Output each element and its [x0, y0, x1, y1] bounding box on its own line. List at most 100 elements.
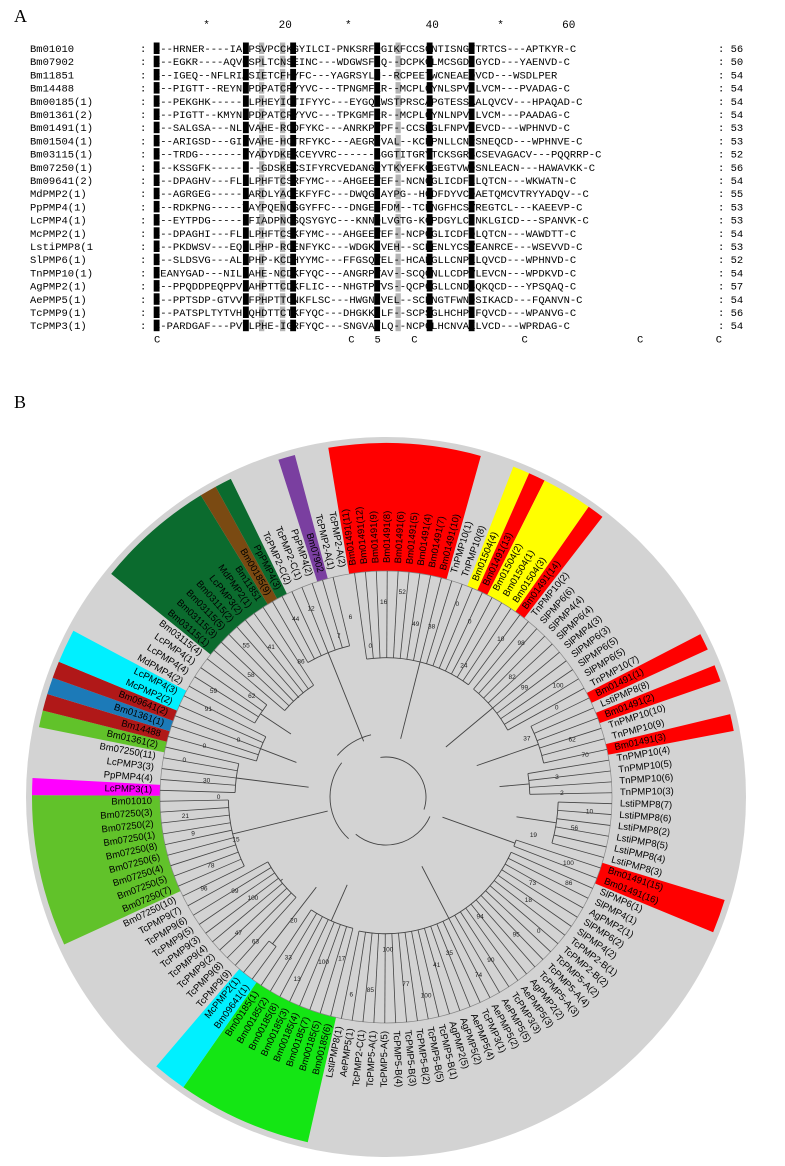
- alignment-row: TnPMP10(1): CEANYGAD---NILIAHE-NCDKFYQC--…: [30, 266, 743, 280]
- conserved-cys-shade: [242, 200, 249, 213]
- leaf-branch: [226, 892, 292, 959]
- clade-stem: [327, 652, 365, 742]
- conserved-cys-shade: [153, 95, 160, 107]
- leaf-branch: [219, 887, 288, 951]
- alignment-row: Bm03115(1): C--TRDG-------LYADYDKEKCEYVRC…: [30, 148, 743, 162]
- leaf-branch: [438, 587, 473, 669]
- leaf-branch: [462, 608, 512, 682]
- alignment-row: PpPMP4(1): C--RDKPNG-----TAYPQENCSGYFFC--…: [30, 200, 743, 214]
- panel-b-label: B: [14, 392, 27, 412]
- leaf-branch: [465, 907, 519, 981]
- leaf-label: LstiPMP8(7): [620, 798, 673, 811]
- clade-highlight: [595, 665, 721, 724]
- sequence-length: : 52: [718, 150, 743, 162]
- sequence-residues: C--PIGTT--KMYNMPDPATCRYYVC---TPKGMFRR--M…: [154, 110, 570, 122]
- similar-residue-shade: [280, 240, 286, 252]
- leaf-branch: [529, 792, 612, 795]
- similar-residue-shade: [280, 108, 286, 120]
- leaf-branch: [501, 869, 578, 918]
- sequence-length: : 54: [718, 70, 743, 82]
- conserved-cys-shade: [290, 253, 297, 266]
- separator: :: [140, 57, 146, 69]
- leaf-branch: [504, 678, 579, 725]
- conserved-cys-shade: [374, 108, 381, 120]
- separator: :: [140, 123, 146, 135]
- conserved-cys-shade: [153, 68, 160, 81]
- leaf-branch: [245, 619, 304, 693]
- conserved-cys-shade: [426, 306, 433, 318]
- separator: :: [140, 136, 146, 148]
- conserved-cys-shade: [426, 95, 433, 107]
- similar-residue-shade: [395, 95, 401, 107]
- alignment-row: Bm01010: C--HRNER----IADPSVPCCKGYILCI-PNK…: [30, 42, 743, 56]
- similar-residue-shade: [280, 280, 286, 292]
- similar-residue-shade: [259, 240, 265, 252]
- alignment-row: Bm01491(1): C--SALGSA---NLHVAHE-RCDFYKC--…: [30, 121, 743, 135]
- conserved-cys-shade: [242, 55, 249, 68]
- conserved-cys-shade: [242, 187, 249, 200]
- similar-residue-shade: [280, 148, 286, 160]
- bootstrap-value: 0: [217, 794, 221, 801]
- sequence-length: : 54: [718, 176, 743, 188]
- conserved-cys-shade: [374, 200, 381, 213]
- bootstrap-value: 86: [297, 658, 305, 665]
- leaf-branch: [161, 814, 230, 824]
- bootstrap-value: 94: [477, 914, 485, 921]
- leaf-label: Bm01491(9): [368, 511, 381, 564]
- similar-residue-shade: [280, 253, 286, 266]
- bootstrap-value: 100: [247, 895, 258, 902]
- conserved-cys-shade: [426, 187, 433, 200]
- separator: :: [140, 84, 146, 96]
- conserved-cys-shade: [374, 319, 381, 332]
- consensus-mark: C: [716, 334, 722, 346]
- leaf-branch: [171, 725, 259, 756]
- sequence-name: TcPMP3(1): [30, 321, 87, 333]
- conserved-cys-shade: [468, 280, 475, 292]
- sequence-residues: C--AGRGEG-----FARDLYACEKFYFC---DWQGNAYPG…: [154, 189, 589, 201]
- conserved-cys-shade: [153, 174, 160, 186]
- conserved-cys-shade: [153, 240, 160, 252]
- alignment-row: Bm07902: C--EGKR----AQVQSPLTCNSEINC---WDG…: [30, 55, 743, 69]
- clade-stem: [442, 816, 516, 844]
- conserved-cys-shade: [426, 240, 433, 252]
- bootstrap-value: 33: [285, 954, 293, 961]
- sequence-name: McPMP2(1): [30, 229, 87, 241]
- alignment-row: TcPMP9(1): C--PATSPLTYTVHLQHDTTCTKFYQC---…: [30, 306, 743, 320]
- conserved-cys-shade: [374, 134, 381, 147]
- clade-highlight: [605, 714, 734, 755]
- leaf-branch: [188, 685, 255, 724]
- sequence-residues: C-PARDGAF---PVYLPHE-IGRFYQC---SNGVAYLQ--…: [154, 321, 570, 333]
- bootstrap-value: 85: [367, 987, 375, 994]
- leaf-branch: [212, 883, 283, 943]
- similar-residue-shade: [280, 214, 286, 226]
- leaf-label: PpPMP4(4): [103, 770, 153, 785]
- alignment-row: LstiPMP8(1: C--PKDWSV---EQLLPHP-RCENFYKC-…: [30, 240, 743, 254]
- clade-highlight: [32, 795, 181, 945]
- similar-residue-shade: [280, 266, 286, 279]
- conserved-cys-shade: [374, 306, 381, 318]
- ruler-mark: *: [345, 20, 352, 32]
- clade-highlight: [52, 661, 178, 721]
- leaf-branch: [470, 903, 527, 975]
- clade-stem: [260, 713, 292, 735]
- similar-residue-shade: [395, 148, 401, 160]
- clade-highlight: [47, 677, 174, 732]
- sequence-residues: C--KSSGFK--------GDSKECSIFYRCVEDANGRYTKY…: [154, 163, 595, 175]
- leaf-branch: [442, 921, 481, 1003]
- alignment-row: Bm00185(1): C--PEKGHK-----LLPHEYICTIFYYC-…: [30, 95, 743, 109]
- leaf-branch: [299, 921, 335, 1007]
- conserved-cys-shade: [290, 214, 297, 226]
- leaf-branch: [205, 877, 279, 934]
- similar-residue-shade: [280, 200, 286, 213]
- leaf-branch: [513, 845, 598, 879]
- bootstrap-value: 6: [349, 991, 353, 998]
- sequence-name: LcPMP4(1): [30, 216, 87, 228]
- conserved-cys-shade: [468, 42, 475, 54]
- leaf-branch: [194, 676, 259, 718]
- sequence-name: Bm07250(1): [30, 163, 93, 175]
- similar-residue-shade: [259, 280, 265, 292]
- bootstrap-value: 9: [191, 831, 195, 838]
- leaf-branch: [311, 583, 336, 651]
- sequence-residues: C--PATSPLTYTVHLQHDTTCTKFYQC---DHGKKILF--…: [154, 308, 576, 320]
